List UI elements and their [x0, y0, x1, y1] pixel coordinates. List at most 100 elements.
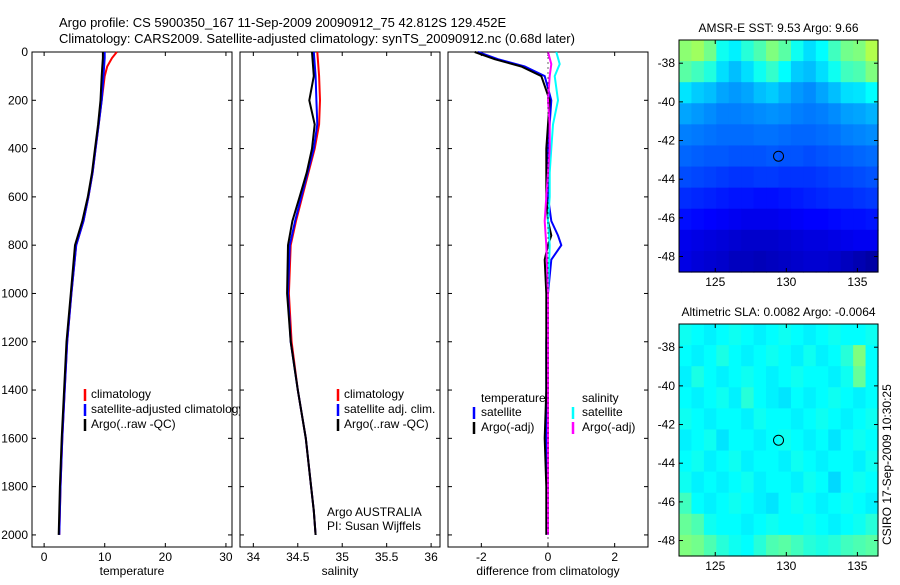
sla_map-cell — [865, 345, 879, 367]
sst_map-cell — [840, 229, 854, 252]
sst_map-cell — [865, 208, 879, 231]
sla_map-cell — [766, 324, 780, 346]
sla_map-ytick-label: -42 — [658, 418, 676, 432]
sst_map-cell — [741, 124, 755, 147]
sla_map-cell — [778, 408, 792, 431]
sla_map-cell — [865, 366, 879, 388]
sla_map-cell — [803, 534, 817, 557]
temperature-ytick-label: 600 — [8, 190, 28, 204]
sst_map-cell — [728, 229, 742, 252]
sst_map-cell — [828, 82, 842, 104]
sla_map-cell — [716, 366, 730, 388]
sst_map-cell — [853, 103, 867, 125]
sla_map-cell — [803, 450, 817, 473]
sla_map-cell — [815, 345, 829, 367]
sla_map-argo-marker — [773, 434, 785, 446]
sla_map-cell — [741, 324, 755, 346]
sla_map-cell — [815, 471, 829, 494]
sst_map-cell — [840, 166, 854, 189]
sla_map-cell — [778, 366, 792, 388]
sst_map-cell — [778, 40, 792, 62]
sst_map-cell — [703, 103, 717, 125]
sst_map-cell — [803, 166, 817, 189]
sst_map-cell — [691, 61, 705, 83]
sla_map-cell — [778, 492, 792, 515]
sst_map-cell — [815, 124, 829, 147]
sst_map-cell — [853, 229, 867, 252]
sst_map-cell — [865, 61, 879, 83]
sla_map-cell — [865, 408, 879, 431]
sla_map-cell — [716, 513, 730, 536]
sla_map-cell — [865, 429, 879, 452]
difference-legend-label: satellite — [481, 405, 522, 419]
sst_map-ytick-label: -48 — [658, 250, 676, 264]
sst_map-cell — [691, 103, 705, 125]
sst_map-cell — [741, 250, 755, 273]
sla_map-cell — [853, 429, 867, 452]
sst_map-cell — [865, 145, 879, 168]
sla_map-cell — [728, 450, 742, 473]
sst_map-cell — [766, 145, 780, 168]
salinity-xlabel: salinity — [322, 564, 359, 578]
sla_map-cell — [716, 324, 730, 346]
sla_map-cell — [728, 345, 742, 367]
sst_map-cell — [828, 103, 842, 125]
sst_map-cell — [865, 187, 879, 210]
sla_map-chart: Altimetric SLA: 0.0082 Argo: -0.0064 -38 -… — [658, 305, 879, 573]
temperature-ytick-label: 2000 — [1, 528, 28, 542]
salinity-xtick-label: 35.5 — [375, 550, 399, 564]
sst_map-cell — [691, 187, 705, 210]
sst_map-cell — [803, 208, 817, 231]
sla_map-cell — [865, 450, 879, 473]
sla_map-cell — [728, 324, 742, 346]
salinity-xtick-label: 34 — [247, 550, 261, 564]
sst_map-cell — [703, 208, 717, 231]
sla_map-cell — [803, 492, 817, 515]
sla_map-cell — [815, 513, 829, 536]
salinity-legend-label: satellite adj. clim. — [344, 402, 435, 416]
sla_map-cell — [741, 387, 755, 409]
sla_map-cell — [853, 492, 867, 515]
sla_map-cell — [753, 345, 767, 367]
sst_map-cell — [716, 82, 730, 104]
sst_map-cell — [778, 229, 792, 252]
sla_map-cell — [803, 513, 817, 536]
sst_map-cell — [815, 82, 829, 104]
sla_map-cell — [716, 492, 730, 515]
sla_map-cell — [790, 534, 804, 557]
sla_map-cell — [703, 387, 717, 409]
sst_map-cell — [716, 166, 730, 189]
sst_map-cell — [828, 166, 842, 189]
sla_map-cell — [741, 534, 755, 557]
sla_map-cell — [853, 534, 867, 557]
sla_map-cell — [691, 366, 705, 388]
sla_map-cell — [828, 534, 842, 557]
sst_map-cell — [840, 82, 854, 104]
sla_map-cell — [790, 471, 804, 494]
sst_map-cell — [716, 208, 730, 231]
sst_map-cell — [716, 250, 730, 273]
sla_map-cell — [741, 408, 755, 431]
sla_map-axes-box — [678, 323, 879, 557]
sst_map-cell — [815, 250, 829, 273]
sla_map-cell — [815, 534, 829, 557]
sla_map-cell — [865, 387, 879, 409]
sst_map-cell — [853, 61, 867, 83]
sla_map-cell — [728, 492, 742, 515]
sst_map-cell — [865, 229, 879, 252]
sla_map-cell — [741, 366, 755, 388]
sla_map-cell — [741, 513, 755, 536]
sla_map-cell — [741, 471, 755, 494]
temperature-ytick-label: 1800 — [1, 480, 28, 494]
sla_map-cell — [753, 513, 767, 536]
sst_map-cell — [803, 250, 817, 273]
temperature-series-line — [57, 52, 104, 535]
difference-legend-title: temperature — [481, 391, 546, 405]
temperature-xtick-label: 20 — [159, 550, 173, 564]
sst_map-cells — [679, 40, 879, 273]
sst_map-cell — [703, 229, 717, 252]
sst_map-cell — [753, 145, 767, 168]
sla_map-cell — [703, 324, 717, 346]
sst_map-cell — [703, 61, 717, 83]
sst_map-cell — [766, 229, 780, 252]
